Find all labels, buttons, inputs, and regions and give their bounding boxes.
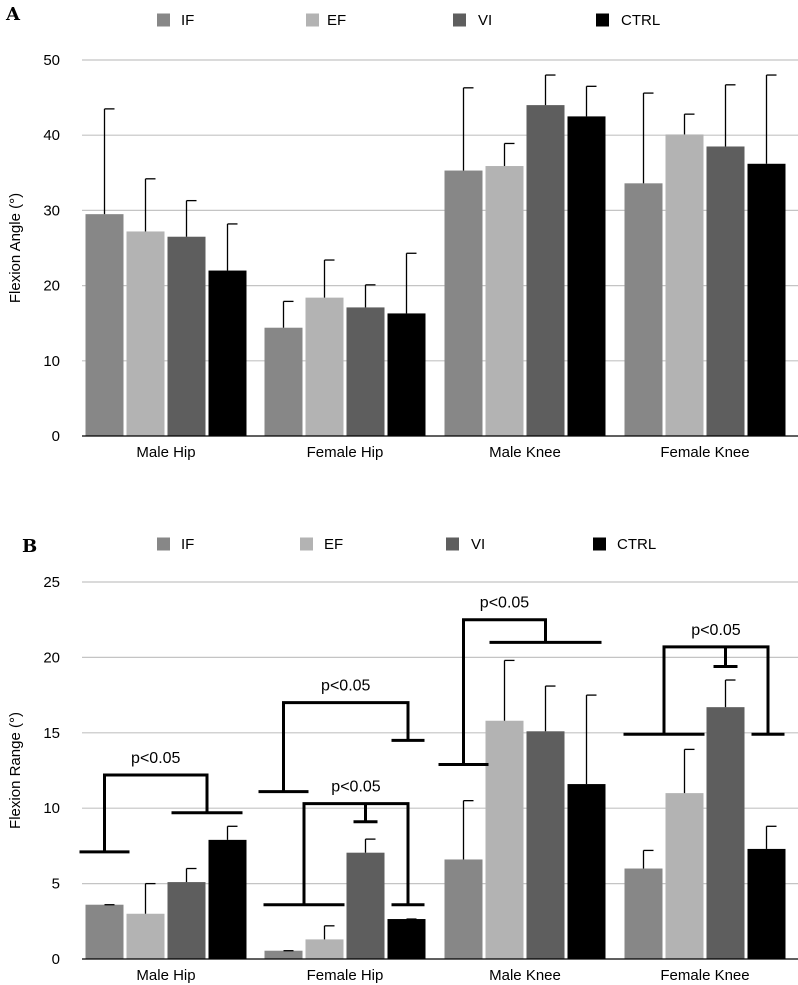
y-tick-label: 20 <box>43 278 60 295</box>
legend-label-ef: EF <box>327 12 346 29</box>
significance-bracket: p<0.05 <box>623 622 785 736</box>
bracket-line <box>258 701 425 794</box>
y-tick-label: 30 <box>43 202 60 219</box>
significance-label: p<0.05 <box>691 622 740 639</box>
y-tick-label: 5 <box>52 876 60 893</box>
panel-label-b: B <box>22 536 37 557</box>
bar-ctrl-female-hip <box>387 919 426 959</box>
legend-swatch-if <box>157 13 170 27</box>
bracket-line <box>713 646 738 668</box>
bracket-line <box>623 645 785 736</box>
legend-label-ctrl: CTRL <box>621 12 660 29</box>
bar-ef-male-knee <box>485 166 524 437</box>
category-label: Female Hip <box>307 444 384 461</box>
bracket-line <box>263 802 425 907</box>
legend-label-vi: VI <box>478 12 492 29</box>
significance-label: p<0.05 <box>331 779 380 796</box>
legend-label-if: IF <box>181 12 194 29</box>
panel-label-a: A <box>5 4 21 25</box>
category-label: Male Hip <box>136 967 195 984</box>
y-axis-title: Flexion Range (°) <box>7 712 24 829</box>
y-tick-label: 50 <box>43 52 60 69</box>
bar-if-male-hip <box>85 904 124 959</box>
significance-label: p<0.05 <box>131 750 180 767</box>
bar-vi-male-hip <box>167 236 206 436</box>
legend-swatch-vi <box>453 13 466 27</box>
legend-label-ef: EF <box>324 536 343 553</box>
bar-if-female-hip <box>264 950 303 959</box>
category-label: Male Knee <box>489 444 561 461</box>
panel-a: A 0 10 20 30 40 50 Flexion Angle (°) IF EF VI CTRL M… <box>5 4 798 461</box>
legend-swatch-if <box>157 537 170 551</box>
legend-label-vi: VI <box>471 536 485 553</box>
bar-ctrl-female-hip <box>387 313 426 436</box>
bar-if-female-hip <box>264 327 303 436</box>
significance-bracket: p<0.05 <box>258 678 425 794</box>
bar-vi-female-hip <box>346 852 385 959</box>
bar-ctrl-female-knee <box>747 848 786 959</box>
bar-if-male-knee <box>444 170 483 436</box>
significance-label: p<0.05 <box>480 595 529 612</box>
bar-if-male-hip <box>85 214 124 436</box>
y-tick-label: 25 <box>43 574 60 591</box>
y-axis-title: Flexion Angle (°) <box>7 193 24 303</box>
bar-vi-male-hip <box>167 882 206 959</box>
bar-vi-female-knee <box>706 146 745 437</box>
category-label: Male Knee <box>489 967 561 984</box>
y-tick-label: 10 <box>43 800 60 817</box>
y-tick-label: 0 <box>52 428 60 445</box>
bracket-line <box>353 803 378 824</box>
legend-swatch-vi <box>446 537 459 551</box>
y-tick-label: 15 <box>43 725 60 742</box>
bar-vi-female-knee <box>706 707 745 959</box>
bar-ctrl-female-knee <box>747 163 786 436</box>
y-tick-label: 20 <box>43 649 60 666</box>
bar-ef-male-hip <box>126 913 165 959</box>
significance-bracket: p<0.05 <box>438 595 602 766</box>
bar-if-female-knee <box>624 868 663 959</box>
bar-vi-male-knee <box>526 105 565 437</box>
category-label: Male Hip <box>136 444 195 461</box>
legend-swatch-ctrl <box>596 13 609 27</box>
bar-ef-female-knee <box>665 793 704 959</box>
bar-if-female-knee <box>624 183 663 436</box>
bar-ctrl-male-knee <box>567 116 606 437</box>
bracket-line <box>438 618 602 766</box>
y-tick-label: 10 <box>43 353 60 370</box>
bar-ctrl-male-hip <box>208 839 247 959</box>
y-tick-label: 40 <box>43 127 60 144</box>
significance-bracket: p<0.05 <box>79 750 243 854</box>
bar-ef-female-hip <box>305 297 344 436</box>
bar-ef-female-hip <box>305 939 344 959</box>
legend-label-ctrl: CTRL <box>617 536 656 553</box>
category-label: Female Knee <box>660 444 749 461</box>
bar-ctrl-male-knee <box>567 784 606 959</box>
legend-swatch-ctrl <box>593 537 606 551</box>
bar-vi-male-knee <box>526 731 565 959</box>
legend-swatch-ef <box>300 537 313 551</box>
legend-label-if: IF <box>181 536 194 553</box>
bar-vi-female-hip <box>346 307 385 436</box>
bar-ctrl-male-hip <box>208 270 247 436</box>
legend-swatch-ef <box>306 13 319 27</box>
panel-b: B 0 5 10 15 20 25 Flexion Range (°) IF EF VI CTRL Ma… <box>7 536 798 984</box>
significance-bracket: p<0.05 <box>263 779 425 907</box>
category-label: Female Knee <box>660 967 749 984</box>
bracket-line <box>79 773 243 854</box>
significance-label: p<0.05 <box>321 678 370 695</box>
bar-ef-female-knee <box>665 134 704 436</box>
bar-ef-male-knee <box>485 720 524 959</box>
bar-if-male-knee <box>444 859 483 959</box>
category-label: Female Hip <box>307 967 384 984</box>
bar-ef-male-hip <box>126 231 165 436</box>
y-tick-label: 0 <box>52 951 60 968</box>
